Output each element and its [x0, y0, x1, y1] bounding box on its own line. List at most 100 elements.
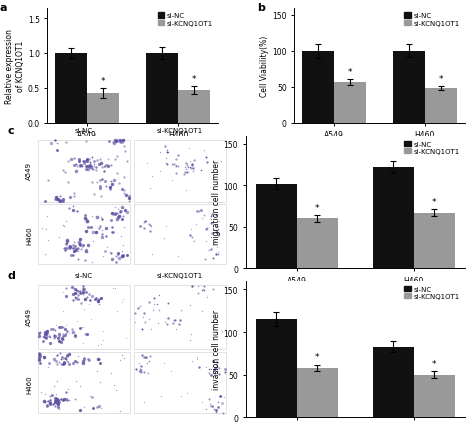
Point — [198, 288, 206, 294]
Point — [218, 158, 225, 165]
Point — [208, 211, 216, 218]
Point — [63, 238, 71, 245]
Point — [163, 149, 171, 156]
Point — [91, 161, 98, 168]
Point — [47, 325, 55, 332]
Point — [56, 198, 64, 205]
Point — [58, 336, 66, 343]
Point — [181, 169, 189, 176]
Point — [141, 310, 148, 317]
Point — [214, 233, 222, 239]
Point — [214, 226, 221, 233]
Point — [77, 162, 84, 169]
Point — [68, 284, 75, 291]
Point — [87, 164, 95, 171]
Point — [139, 314, 147, 321]
Point — [96, 161, 103, 168]
Point — [43, 331, 50, 338]
Point — [36, 351, 43, 357]
Point — [52, 326, 59, 333]
Point — [75, 241, 82, 248]
Point — [89, 229, 97, 236]
Point — [116, 256, 123, 262]
Point — [85, 224, 92, 230]
Bar — [38, 140, 130, 202]
Point — [156, 168, 164, 175]
Point — [163, 161, 170, 167]
Point — [46, 396, 54, 403]
Point — [122, 192, 130, 199]
Text: H460: H460 — [26, 226, 32, 245]
Point — [35, 330, 43, 337]
Point — [99, 216, 106, 223]
Point — [143, 359, 150, 366]
Point — [214, 364, 221, 371]
Point — [40, 334, 48, 341]
Point — [55, 331, 63, 338]
Point — [68, 326, 76, 333]
Point — [122, 334, 130, 341]
Point — [39, 338, 46, 345]
Point — [162, 155, 170, 162]
Point — [45, 177, 52, 184]
Point — [58, 395, 65, 402]
Point — [95, 296, 103, 303]
Point — [77, 290, 84, 297]
Point — [92, 167, 100, 174]
Point — [120, 224, 128, 230]
Point — [50, 383, 58, 389]
Bar — [134, 352, 226, 413]
Point — [198, 308, 206, 314]
Point — [45, 364, 52, 371]
Point — [146, 353, 154, 360]
Point — [43, 397, 51, 404]
Point — [191, 157, 198, 164]
Point — [80, 289, 87, 296]
Point — [82, 167, 90, 173]
Point — [182, 167, 190, 173]
Text: *: * — [432, 359, 437, 368]
Point — [82, 248, 90, 254]
Point — [88, 225, 95, 231]
Point — [55, 338, 63, 345]
Point — [90, 164, 98, 170]
Point — [59, 333, 67, 340]
Point — [192, 221, 200, 227]
Point — [138, 325, 146, 332]
Bar — [134, 205, 226, 265]
Point — [46, 400, 54, 407]
Point — [52, 391, 59, 397]
Point — [65, 204, 73, 211]
Point — [96, 185, 104, 192]
Point — [145, 222, 153, 228]
Point — [96, 360, 104, 367]
Text: A549: A549 — [26, 308, 32, 325]
Point — [88, 167, 96, 173]
Point — [187, 302, 194, 309]
Point — [53, 141, 61, 147]
Point — [86, 297, 94, 304]
Point — [79, 360, 87, 366]
Point — [97, 193, 104, 200]
Point — [54, 378, 61, 385]
Point — [41, 399, 48, 406]
Point — [64, 179, 72, 186]
Point — [53, 194, 60, 201]
Point — [136, 360, 143, 366]
Bar — [414, 375, 455, 417]
Point — [70, 207, 77, 214]
Point — [108, 370, 115, 377]
Point — [103, 184, 110, 190]
Point — [118, 299, 126, 305]
Point — [64, 328, 71, 334]
Point — [83, 218, 91, 225]
Point — [70, 203, 77, 210]
Point — [184, 164, 191, 171]
Point — [44, 330, 51, 337]
Point — [135, 305, 142, 312]
Y-axis label: Cell Viability(%): Cell Viability(%) — [260, 35, 269, 97]
Point — [117, 208, 124, 215]
Point — [55, 196, 62, 203]
Point — [35, 333, 43, 340]
Point — [73, 161, 80, 168]
